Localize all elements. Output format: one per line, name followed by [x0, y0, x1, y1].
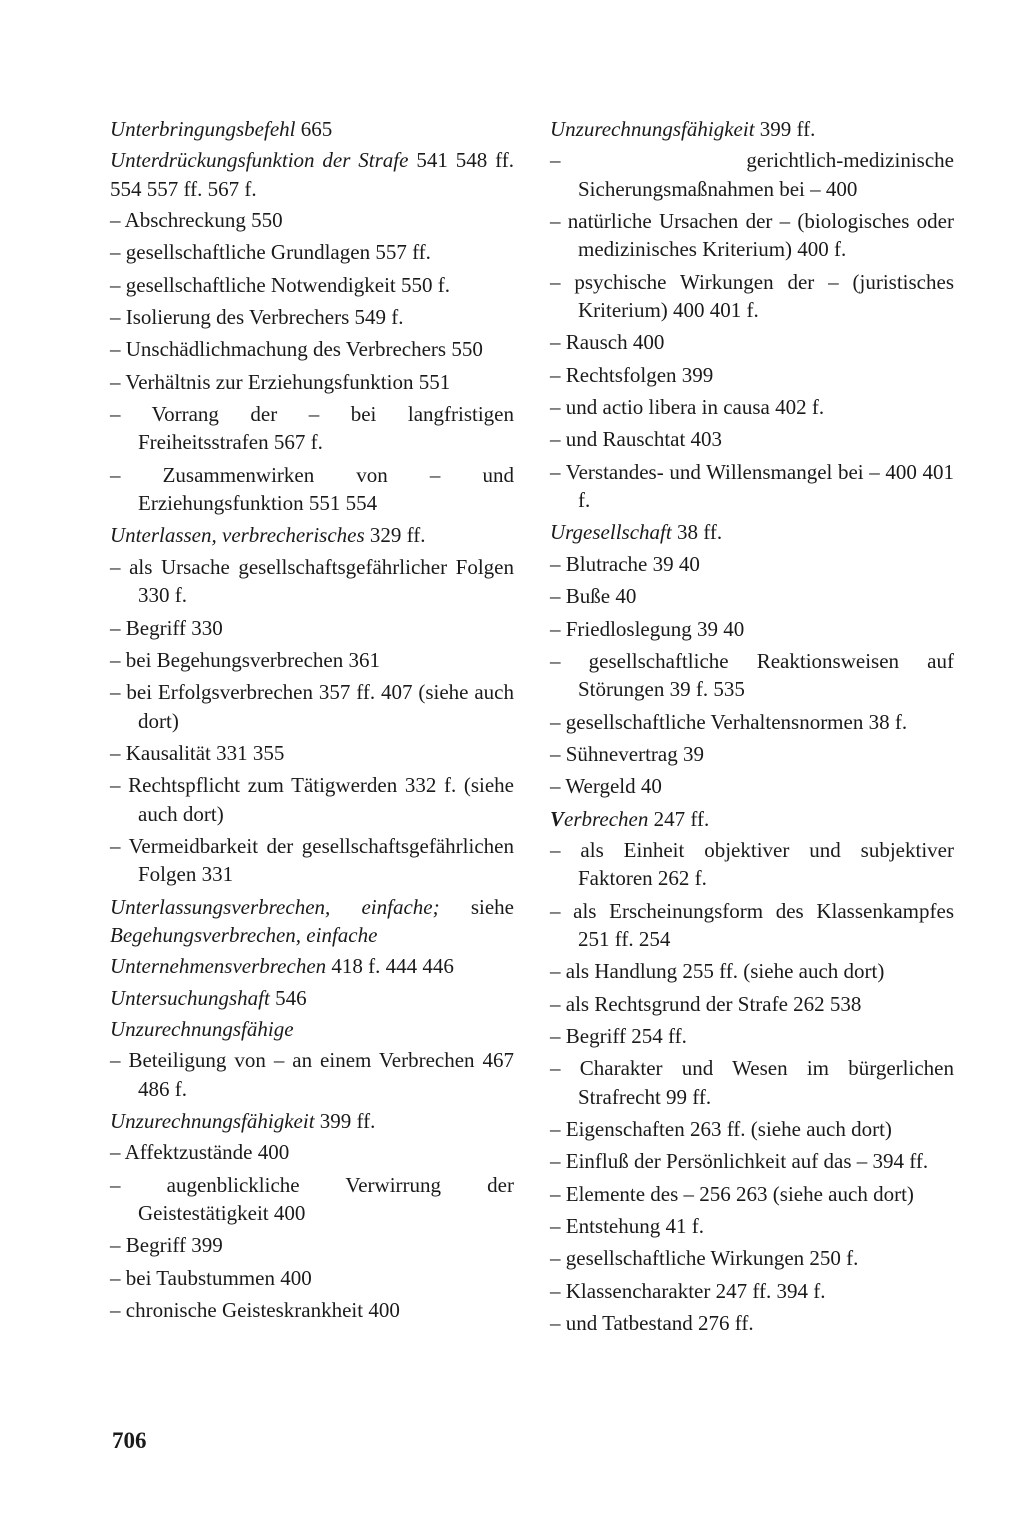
index-term: Unternehmensverbrechen: [110, 954, 326, 978]
index-subentry: – gesellschaftliche Reaktionsweisen auf …: [550, 647, 954, 704]
crossref-see: siehe: [440, 895, 514, 919]
index-subentry: – natürliche Ursachen der – (biologische…: [550, 207, 954, 264]
index-subentry: – bei Taubstummen 400: [110, 1264, 514, 1292]
index-subentry: – Elemente des – 256 263 (siehe auch dor…: [550, 1180, 954, 1208]
index-term: Unzurechnungsfähigkeit: [550, 117, 755, 141]
index-heading: Unterdrückungsfunktion der Strafe 541 54…: [110, 146, 514, 203]
index-subentry: – Sühnevertrag 39: [550, 740, 954, 768]
index-subentry: – als Erscheinungsform des Klassenkampfe…: [550, 897, 954, 954]
index-subentry: – als Ursache gesellschaftsgefährlicher …: [110, 553, 514, 610]
left-column: Unterbringungsbefehl 665 Unterdrückungsfu…: [110, 115, 514, 1404]
index-heading: Unternehmensverbrechen 418 f. 444 446: [110, 952, 514, 980]
index-subentry: – Abschreckung 550: [110, 206, 514, 234]
index-subentry: – bei Begehungsverbrechen 361: [110, 646, 514, 674]
page-number: 706: [112, 1428, 954, 1454]
index-term: Unterbringungsbefehl: [110, 117, 295, 141]
index-term: erbrechen: [564, 807, 648, 831]
index-subentry: – Begriff 330: [110, 614, 514, 642]
index-page: Unterbringungsbefehl 665 Unterdrückungsfu…: [0, 0, 1024, 1514]
index-subentry: – und Rauschtat 403: [550, 425, 954, 453]
index-subentry: – Buße 40: [550, 582, 954, 610]
index-subentry: – Charakter und Wesen im bürgerlichen St…: [550, 1054, 954, 1111]
index-subentry: – gesellschaftliche Notwendigkeit 550 f.: [110, 271, 514, 299]
crossref-to: Begehungsverbrechen, einfache: [110, 923, 377, 947]
index-heading: Unzurechnungsfähigkeit 399 ff.: [550, 115, 954, 143]
index-subentry: – Blutrache 39 40: [550, 550, 954, 578]
index-subentry: – als Einheit objektiver und subjektiver…: [550, 836, 954, 893]
index-subentry: – gerichtlich-medizinische Sicherungsmaß…: [550, 146, 954, 203]
index-term: Unzurechnungsfähigkeit: [110, 1109, 315, 1133]
index-subentry: – und Tatbestand 276 ff.: [550, 1309, 954, 1337]
index-heading: Verbrechen 247 ff.: [550, 805, 954, 833]
index-subentry: – Unschädlichmachung des Verbrechers 550: [110, 335, 514, 363]
index-subentry: – Klassencharakter 247 ff. 394 f.: [550, 1277, 954, 1305]
index-subentry: – gesellschaftliche Grundlagen 557 ff.: [110, 238, 514, 266]
index-heading: Urgesellschaft 38 ff.: [550, 518, 954, 546]
index-subentry: – Beteiligung von – an einem Verbrechen …: [110, 1046, 514, 1103]
index-subentry: – gesellschaftliche Wirkungen 250 f.: [550, 1244, 954, 1272]
index-subentry: – Rausch 400: [550, 328, 954, 356]
index-heading: Unzurechnungsfähigkeit 399 ff.: [110, 1107, 514, 1135]
index-pages: 329 ff.: [365, 523, 426, 547]
index-subentry: – als Rechtsgrund der Strafe 262 538: [550, 990, 954, 1018]
index-pages: 247 ff.: [648, 807, 709, 831]
index-heading: Untersuchungshaft 546: [110, 984, 514, 1012]
index-subentry: – Isolierung des Verbrechers 549 f.: [110, 303, 514, 331]
index-term: Unzurechnungsfähige: [110, 1017, 294, 1041]
index-subentry: – Vorrang der – bei langfristigen Freihe…: [110, 400, 514, 457]
index-heading: Unterbringungsbefehl 665: [110, 115, 514, 143]
crossref-from: Unterlassungsverbrechen, einfache;: [110, 895, 440, 919]
index-subentry: – und actio libera in causa 402 f.: [550, 393, 954, 421]
index-subentry: – psychische Wirkungen der – (juristisch…: [550, 268, 954, 325]
index-subentry: – Begriff 254 ff.: [550, 1022, 954, 1050]
two-column-layout: Unterbringungsbefehl 665 Unterdrückungsfu…: [110, 115, 954, 1404]
index-subentry: – Begriff 399: [110, 1231, 514, 1259]
index-subentry: – Einfluß der Persönlichkeit auf das – 3…: [550, 1147, 954, 1175]
index-subentry: – Affektzustände 400: [110, 1138, 514, 1166]
index-subentry: – Verhältnis zur Erziehungsfunktion 551: [110, 368, 514, 396]
index-subentry: – Eigenschaften 263 ff. (siehe auch dort…: [550, 1115, 954, 1143]
index-subentry: – chronische Geisteskrankheit 400: [110, 1296, 514, 1324]
index-subentry: – Verstandes- und Willensmangel bei – 40…: [550, 458, 954, 515]
index-subentry: – augenblickliche Verwirrung der Geistes…: [110, 1171, 514, 1228]
index-term: Unterlassen, verbrecherisches: [110, 523, 365, 547]
index-subentry: – Rechtsfolgen 399: [550, 361, 954, 389]
drop-cap: V: [550, 807, 564, 831]
index-subentry: – bei Erfolgsverbrechen 357 ff. 407 (sie…: [110, 678, 514, 735]
index-subentry: – Kausalität 331 355: [110, 739, 514, 767]
index-subentry: – Zusammenwirken von – und Erziehungsfun…: [110, 461, 514, 518]
index-subentry: – gesellschaftliche Verhaltensnormen 38 …: [550, 708, 954, 736]
index-term: Urgesellschaft: [550, 520, 672, 544]
index-pages: 546: [270, 986, 307, 1010]
index-subentry: – Entstehung 41 f.: [550, 1212, 954, 1240]
right-column: Unzurechnungsfähigkeit 399 ff. – gerichtl…: [550, 115, 954, 1404]
index-subentry: – als Handlung 255 ff. (siehe auch dort): [550, 957, 954, 985]
index-subentry: – Vermeidbarkeit der gesellschaftsgefähr…: [110, 832, 514, 889]
index-heading: Unterlassen, verbrecherisches 329 ff.: [110, 521, 514, 549]
index-heading: Unzurechnungsfähige: [110, 1015, 514, 1043]
index-subentry: – Rechtspflicht zum Tätigwerden 332 f. (…: [110, 771, 514, 828]
index-term: Unterdrückungsfunktion der Strafe: [110, 148, 408, 172]
index-pages: 665: [295, 117, 332, 141]
index-term: Untersuchungshaft: [110, 986, 270, 1010]
index-pages: 38 ff.: [672, 520, 722, 544]
index-subentry: – Wergeld 40: [550, 772, 954, 800]
index-pages: 399 ff.: [315, 1109, 376, 1133]
index-crossref: Unterlassungsverbrechen, einfache; siehe…: [110, 893, 514, 950]
index-pages: 399 ff.: [755, 117, 816, 141]
index-pages: 418 f. 444 446: [326, 954, 454, 978]
index-subentry: – Friedloslegung 39 40: [550, 615, 954, 643]
